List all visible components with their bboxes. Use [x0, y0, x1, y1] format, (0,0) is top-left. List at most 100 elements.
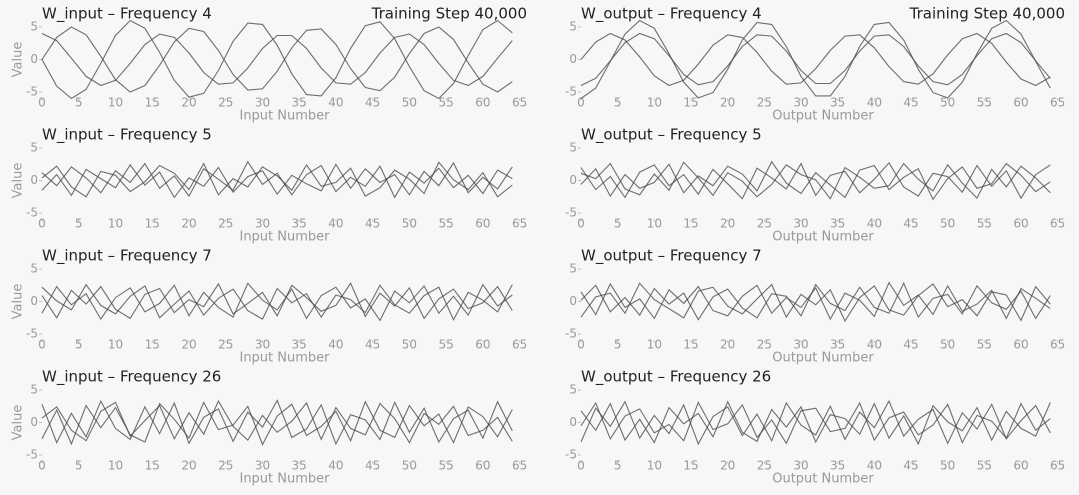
x-tick-label: 30 [255, 96, 270, 110]
y-tick-label: 0 [569, 173, 577, 187]
y-axis-label: Value [11, 42, 26, 78]
x-tick-label: 20 [181, 217, 196, 231]
x-tick-label: 0 [577, 459, 585, 473]
series-line [41, 26, 513, 93]
x-axis-label: Output Number [772, 230, 874, 245]
annotation: Training Step 40,000 [371, 5, 527, 23]
x-tick-label: 20 [720, 217, 735, 231]
x-tick-label: 65 [1050, 459, 1065, 473]
x-tick-label: 45 [365, 338, 380, 352]
y-tick-label: 0 [569, 415, 577, 429]
x-tick-label: 55 [439, 96, 454, 110]
x-tick-label: 25 [757, 217, 772, 231]
y-tick-label: -5 [26, 206, 38, 220]
x-tick-label: 20 [720, 459, 735, 473]
x-tick-label: 55 [977, 338, 992, 352]
x-tick-label: 10 [108, 96, 123, 110]
y-tick-label: 5 [569, 20, 577, 34]
series-line [580, 400, 1051, 446]
x-tick-label: 60 [1013, 338, 1028, 352]
x-tick-label: 0 [38, 338, 46, 352]
x-tick-label: 65 [1050, 217, 1065, 231]
x-tick-label: 25 [757, 459, 772, 473]
x-tick-label: 50 [402, 96, 417, 110]
series-line [41, 399, 513, 446]
x-tick-label: 45 [365, 459, 380, 473]
y-tick-label: 0 [569, 294, 577, 308]
chart-title: W_input – Frequency 7 [42, 247, 212, 266]
x-tick-label: 0 [38, 96, 46, 110]
x-tick-label: 30 [793, 96, 808, 110]
x-tick-label: 10 [647, 338, 662, 352]
x-tick-label: 55 [439, 217, 454, 231]
x-tick-label: 45 [903, 96, 918, 110]
y-tick-label: 0 [30, 294, 38, 308]
series-line [580, 282, 1051, 323]
x-tick-label: 15 [145, 96, 160, 110]
x-tick-label: 5 [75, 217, 83, 231]
x-tick-label: 40 [867, 96, 882, 110]
x-tick-label: 15 [683, 217, 698, 231]
x-tick-label: 25 [218, 96, 233, 110]
y-tick-label: 5 [30, 383, 38, 397]
x-tick-label: 45 [365, 217, 380, 231]
y-tick-label: 0 [30, 52, 38, 66]
series-line [580, 161, 1051, 200]
x-tick-label: 15 [683, 96, 698, 110]
y-tick-label: -5 [26, 327, 38, 341]
x-tick-label: 0 [38, 217, 46, 231]
x-tick-label: 40 [328, 217, 343, 231]
x-tick-label: 10 [108, 459, 123, 473]
x-tick-label: 55 [977, 96, 992, 110]
series-line [580, 281, 1051, 321]
x-axis-label: Output Number [772, 109, 874, 124]
chart-title: W_output – Frequency 26 [581, 368, 771, 387]
x-tick-label: 10 [647, 459, 662, 473]
x-tick-label: 25 [218, 217, 233, 231]
x-tick-label: 50 [940, 459, 955, 473]
series-line [41, 400, 513, 446]
chart-title: W_output – Frequency 5 [581, 126, 762, 145]
x-tick-label: 45 [903, 217, 918, 231]
y-tick-label: 5 [569, 141, 577, 155]
x-tick-label: 25 [218, 459, 233, 473]
y-tick-label: -5 [26, 85, 38, 99]
annotation: Training Step 40,000 [909, 5, 1065, 23]
series-line [580, 32, 1051, 87]
x-tick-label: 35 [292, 459, 307, 473]
series-line [41, 399, 513, 444]
x-tick-label: 15 [145, 459, 160, 473]
x-tick-label: 5 [75, 459, 83, 473]
x-tick-label: 35 [292, 338, 307, 352]
x-tick-label: 0 [38, 459, 46, 473]
x-tick-label: 40 [867, 217, 882, 231]
series-line [580, 161, 1051, 200]
y-tick-label: -5 [565, 448, 577, 462]
series-line [41, 161, 513, 199]
y-tick-label: -5 [565, 206, 577, 220]
x-tick-label: 40 [867, 459, 882, 473]
y-tick-label: 5 [30, 20, 38, 34]
x-tick-label: 30 [255, 338, 270, 352]
x-tick-label: 0 [577, 338, 585, 352]
x-tick-label: 40 [328, 96, 343, 110]
x-tick-label: 5 [614, 459, 622, 473]
y-tick-label: 5 [30, 141, 38, 155]
x-axis-label: Output Number [772, 351, 874, 366]
y-axis-label: Value [11, 284, 26, 320]
x-tick-label: 45 [365, 96, 380, 110]
x-tick-label: 20 [181, 459, 196, 473]
x-tick-label: 50 [402, 459, 417, 473]
y-tick-label: -5 [26, 448, 38, 462]
x-tick-label: 15 [145, 338, 160, 352]
x-tick-label: 50 [940, 217, 955, 231]
x-tick-label: 5 [75, 96, 83, 110]
x-tick-label: 5 [75, 338, 83, 352]
series-line [580, 32, 1051, 86]
series-line [580, 401, 1051, 445]
x-tick-label: 65 [1050, 338, 1065, 352]
x-tick-label: 25 [757, 338, 772, 352]
x-tick-label: 60 [1013, 96, 1028, 110]
